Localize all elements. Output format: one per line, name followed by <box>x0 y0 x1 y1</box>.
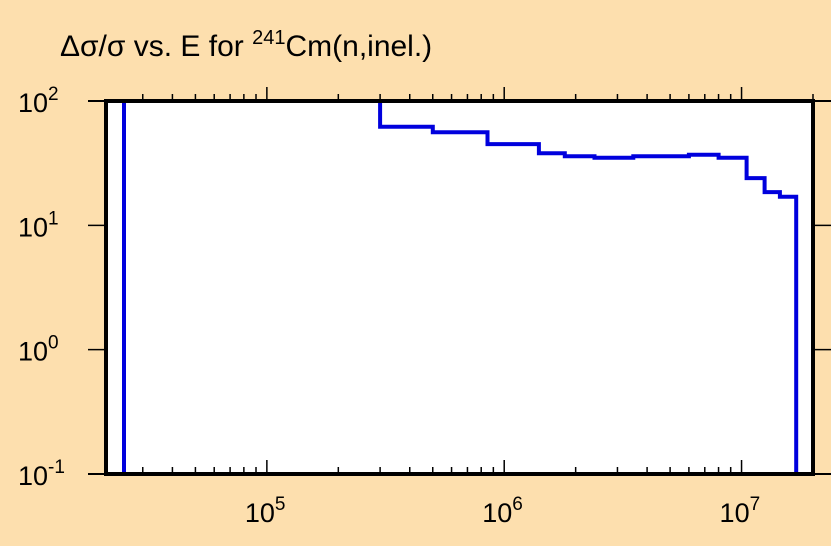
series-layer <box>122 99 799 474</box>
y-tick-label-exponent: -1 <box>48 457 65 478</box>
y-tick-label-base: 10 <box>18 88 48 118</box>
x-tick-label: 106 <box>482 494 523 528</box>
chart-title-superscript: 241 <box>252 27 285 49</box>
y-tick-label-exponent: 1 <box>48 208 59 229</box>
frame-layer <box>104 99 815 476</box>
y-tick-label-exponent: 0 <box>48 333 59 354</box>
y-tick-label: 102 <box>18 84 59 118</box>
y-tick-label: 100 <box>18 333 59 367</box>
chart-title-prefix: Δσ/σ vs. E for <box>60 30 252 63</box>
y-tick-label-base: 10 <box>18 337 48 367</box>
x-tick-label-exponent: 7 <box>750 494 761 515</box>
x-tick-label-exponent: 6 <box>512 494 523 515</box>
y-tick-label-base: 10 <box>18 212 48 242</box>
x-tick-label-base: 10 <box>245 498 275 528</box>
plot-frame <box>104 99 815 476</box>
x-tick-label: 105 <box>245 494 286 528</box>
x-tick-label-base: 10 <box>482 498 512 528</box>
x-tick-label: 107 <box>720 494 761 528</box>
series-step-line <box>122 99 799 474</box>
y-tick-label-base: 10 <box>18 461 48 491</box>
chart-title-suffix: Cm(n,inel.) <box>285 30 432 63</box>
y-tick-label-exponent: 2 <box>48 84 59 105</box>
y-tick-label: 101 <box>18 208 59 242</box>
y-tick-label: 10-1 <box>18 457 65 491</box>
x-tick-label-base: 10 <box>720 498 750 528</box>
plot-area <box>106 101 813 474</box>
chart-title: Δσ/σ vs. E for 241Cm(n,inel.) <box>60 27 432 63</box>
x-tick-label-exponent: 5 <box>275 494 286 515</box>
